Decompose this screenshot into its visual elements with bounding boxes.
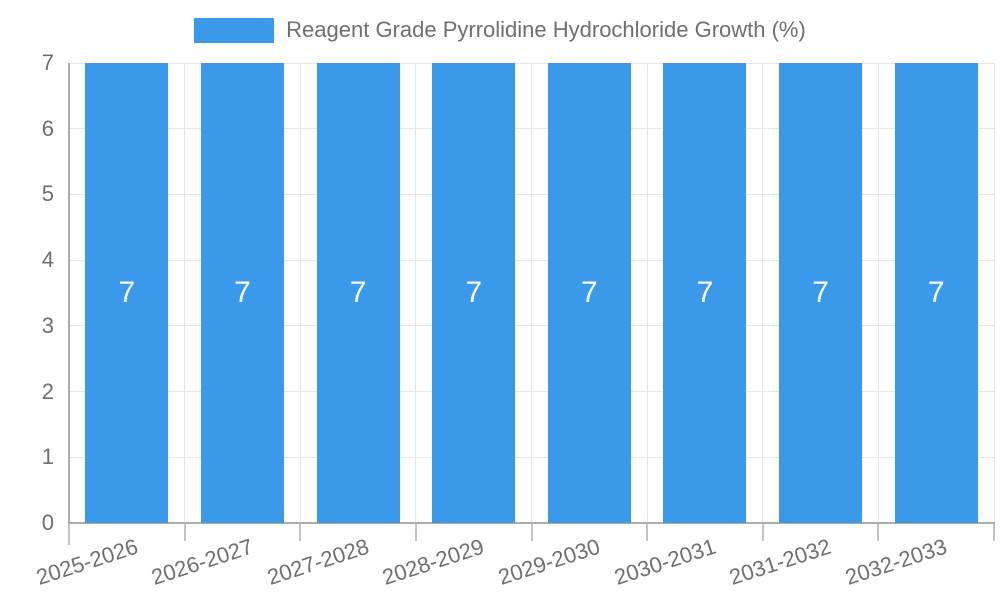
bar[interactable] bbox=[85, 63, 169, 523]
x-tick-label: 2027-2028 bbox=[263, 533, 372, 590]
y-tick-label: 1 bbox=[41, 444, 54, 470]
y-tick-label: 2 bbox=[41, 378, 54, 404]
bar-value-label: 7 bbox=[812, 276, 829, 309]
bar[interactable] bbox=[894, 63, 978, 523]
gridline-vertical bbox=[762, 63, 764, 523]
y-axis-line bbox=[68, 63, 70, 523]
x-tick-label: 2026-2027 bbox=[148, 533, 257, 590]
axis-tick bbox=[761, 523, 764, 541]
legend-label: Reagent Grade Pyrrolidine Hydrochloride … bbox=[286, 17, 806, 42]
bar[interactable] bbox=[200, 63, 284, 523]
gridline-vertical bbox=[184, 63, 186, 523]
gridline-vertical bbox=[993, 63, 995, 523]
axis-tick bbox=[68, 523, 70, 545]
bar[interactable] bbox=[779, 63, 863, 523]
x-tick-label: 2031-2032 bbox=[726, 533, 835, 590]
y-tick-label: 5 bbox=[41, 181, 54, 207]
axis-tick bbox=[646, 523, 649, 541]
y-tick-label: 7 bbox=[41, 50, 54, 75]
x-tick-label: 2028-2029 bbox=[379, 533, 488, 590]
axis-tick bbox=[993, 523, 995, 541]
x-tick-label: 2025-2026 bbox=[32, 533, 141, 590]
x-tick-label: 2030-2031 bbox=[610, 533, 719, 590]
bar-value-label: 7 bbox=[349, 276, 367, 309]
legend-swatch bbox=[194, 17, 275, 43]
gridline-vertical bbox=[415, 63, 417, 523]
axis-tick bbox=[183, 523, 186, 541]
legend[interactable]: Reagent Grade Pyrrolidine Hydrochloride … bbox=[0, 17, 1000, 43]
bar[interactable] bbox=[547, 63, 631, 523]
axis-tick bbox=[299, 523, 302, 541]
y-tick-label: 4 bbox=[41, 247, 54, 273]
bar-value-label: 7 bbox=[234, 276, 251, 309]
axis-tick bbox=[877, 523, 880, 541]
bar[interactable] bbox=[316, 63, 400, 523]
axis-tick bbox=[530, 523, 533, 541]
y-tick-label: 0 bbox=[41, 510, 54, 535]
bar[interactable] bbox=[432, 63, 516, 523]
x-tick-label: 2032-2033 bbox=[842, 533, 950, 590]
bar-value-label: 7 bbox=[696, 276, 714, 309]
axis-tick bbox=[414, 523, 417, 541]
gridline-vertical bbox=[877, 63, 879, 523]
bar-value-label: 7 bbox=[580, 276, 598, 309]
bar[interactable] bbox=[663, 63, 747, 523]
gridline-vertical bbox=[299, 63, 301, 523]
x-tick-label: 2029-2030 bbox=[495, 533, 604, 590]
y-tick-label: 6 bbox=[41, 115, 54, 141]
bar-value-label: 7 bbox=[465, 276, 483, 309]
y-tick-label: 3 bbox=[41, 312, 54, 338]
gridline-vertical bbox=[646, 63, 648, 523]
x-axis-line bbox=[68, 522, 995, 524]
gridline-vertical bbox=[531, 63, 532, 523]
bar-value-label: 7 bbox=[118, 276, 136, 309]
bar-value-label: 7 bbox=[927, 276, 945, 309]
